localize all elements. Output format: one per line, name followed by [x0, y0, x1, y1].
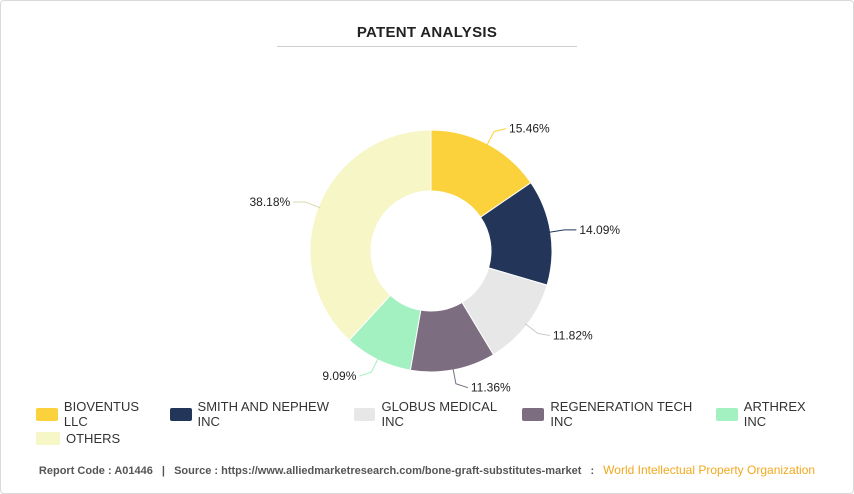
- data-label: 11.36%: [471, 381, 511, 395]
- legend-swatch: [36, 407, 58, 421]
- footer: Report Code : A01446 | Source : https://…: [0, 463, 854, 477]
- data-label: 14.09%: [579, 223, 620, 237]
- leader-line: [524, 323, 550, 336]
- legend-swatch: [522, 407, 545, 421]
- data-label: 38.18%: [249, 195, 290, 209]
- footer-separator: :: [590, 465, 595, 477]
- legend-label: GLOBUS MEDICAL INC: [381, 399, 497, 429]
- legend-item-smith-and-nephew-inc[interactable]: SMITH AND NEPHEW INC: [169, 399, 342, 429]
- legend-label: OTHERS: [66, 430, 121, 446]
- chart-title: PATENT ANALYSIS: [356, 24, 498, 41]
- source-url[interactable]: https://www.alliedmarketresearch.com/bon…: [221, 465, 582, 477]
- legend-swatch: [169, 407, 192, 421]
- legend-row: OTHERS: [36, 429, 836, 447]
- leader-line: [359, 357, 379, 377]
- legend-item-others[interactable]: OTHERS: [36, 431, 120, 446]
- legend-item-arthrex-inc[interactable]: ARTHREX INC: [715, 399, 824, 429]
- title-underline: [277, 46, 577, 47]
- source-label: Source :: [174, 465, 219, 477]
- legend-item-bioventus-llc[interactable]: BIOVENTUS LLC: [36, 399, 158, 429]
- legend-item-globus-medical-inc[interactable]: GLOBUS MEDICAL INC: [353, 399, 511, 429]
- legend-label: REGENERATION TECH INC: [550, 399, 693, 429]
- legend-swatch: [353, 407, 376, 421]
- leader-line: [452, 367, 469, 389]
- report-code: A01446: [114, 465, 153, 477]
- legend-label: SMITH AND NEPHEW INC: [197, 399, 330, 429]
- data-label: 11.82%: [553, 328, 593, 342]
- legend-label: ARTHREX INC: [743, 399, 806, 429]
- legend-swatch: [715, 407, 738, 421]
- leader-line: [548, 229, 577, 233]
- report-code-label: Report Code :: [38, 465, 112, 477]
- source-name: World Intellectual Property Organization: [603, 463, 816, 477]
- legend-swatch: [36, 431, 60, 445]
- leader-line: [293, 201, 321, 209]
- legend-row: BIOVENTUS LLC SMITH AND NEPHEW INC GLOBUS …: [36, 399, 836, 429]
- slice-others[interactable]: [309, 129, 432, 341]
- donut-chart: 15.46% 14.09% 11.82% 11.36% 9.09% 38.18%: [249, 122, 620, 395]
- legend-item-regeneration-tech-inc[interactable]: REGENERATION TECH INC: [522, 399, 703, 429]
- legend: BIOVENTUS LLC SMITH AND NEPHEW INC GLOBUS …: [36, 399, 836, 453]
- legend-label: BIOVENTUS LLC: [63, 399, 140, 429]
- data-label: 15.46%: [509, 122, 550, 136]
- footer-separator: |: [161, 465, 165, 477]
- leader-line: [486, 128, 507, 146]
- data-label: 9.09%: [322, 369, 356, 383]
